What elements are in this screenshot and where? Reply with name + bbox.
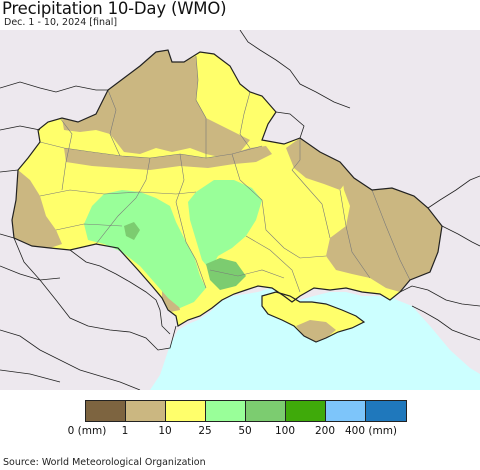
dry-zone-north [62, 50, 250, 158]
wet-zone-central-west [84, 190, 206, 308]
legend-swatch-5 [286, 401, 326, 421]
precipitation-map [0, 30, 480, 390]
dry-zone-west [12, 170, 62, 248]
oblast-borders [39, 55, 411, 293]
legend-swatches [85, 400, 407, 422]
legend-tick-6: 200 [314, 425, 336, 437]
legend-swatch-1 [126, 401, 166, 421]
crimea [262, 292, 364, 342]
legend-swatch-6 [326, 401, 366, 421]
sea-of-azov [300, 292, 404, 320]
legend-tick-3: 25 [198, 425, 212, 437]
map-title: Precipitation 10-Day (WMO) [2, 0, 227, 18]
legend-swatch-0 [86, 401, 126, 421]
country-borders [0, 30, 480, 390]
dry-zone-east [326, 162, 442, 292]
legend: 0 (mm) 1 10 25 50 100 200 400 (mm) [0, 398, 480, 440]
legend-swatch-7 [366, 401, 406, 421]
legend-tick-4: 50 [238, 425, 252, 437]
legend-swatch-4 [246, 401, 286, 421]
ukraine-outline [11, 49, 443, 343]
dry-zone-central-band [64, 146, 272, 170]
heavy-zone-central [124, 222, 140, 240]
legend-swatch-2 [166, 401, 206, 421]
heavy-zone-south [206, 258, 246, 290]
legend-tick-0: 0 (mm) [67, 425, 107, 437]
legend-tick-7: 400 (mm) [344, 425, 398, 437]
legend-swatch-3 [206, 401, 246, 421]
legend-tick-2: 10 [158, 425, 172, 437]
legend-tick-1: 1 [121, 425, 129, 437]
source-credit: Source: World Meteorological Organizatio… [3, 457, 206, 468]
wet-zone-central [188, 180, 262, 270]
legend-tick-5: 100 [274, 425, 296, 437]
dry-zone-northeast [286, 138, 346, 190]
map-subtitle: Dec. 1 - 10, 2024 [final] [4, 17, 118, 28]
